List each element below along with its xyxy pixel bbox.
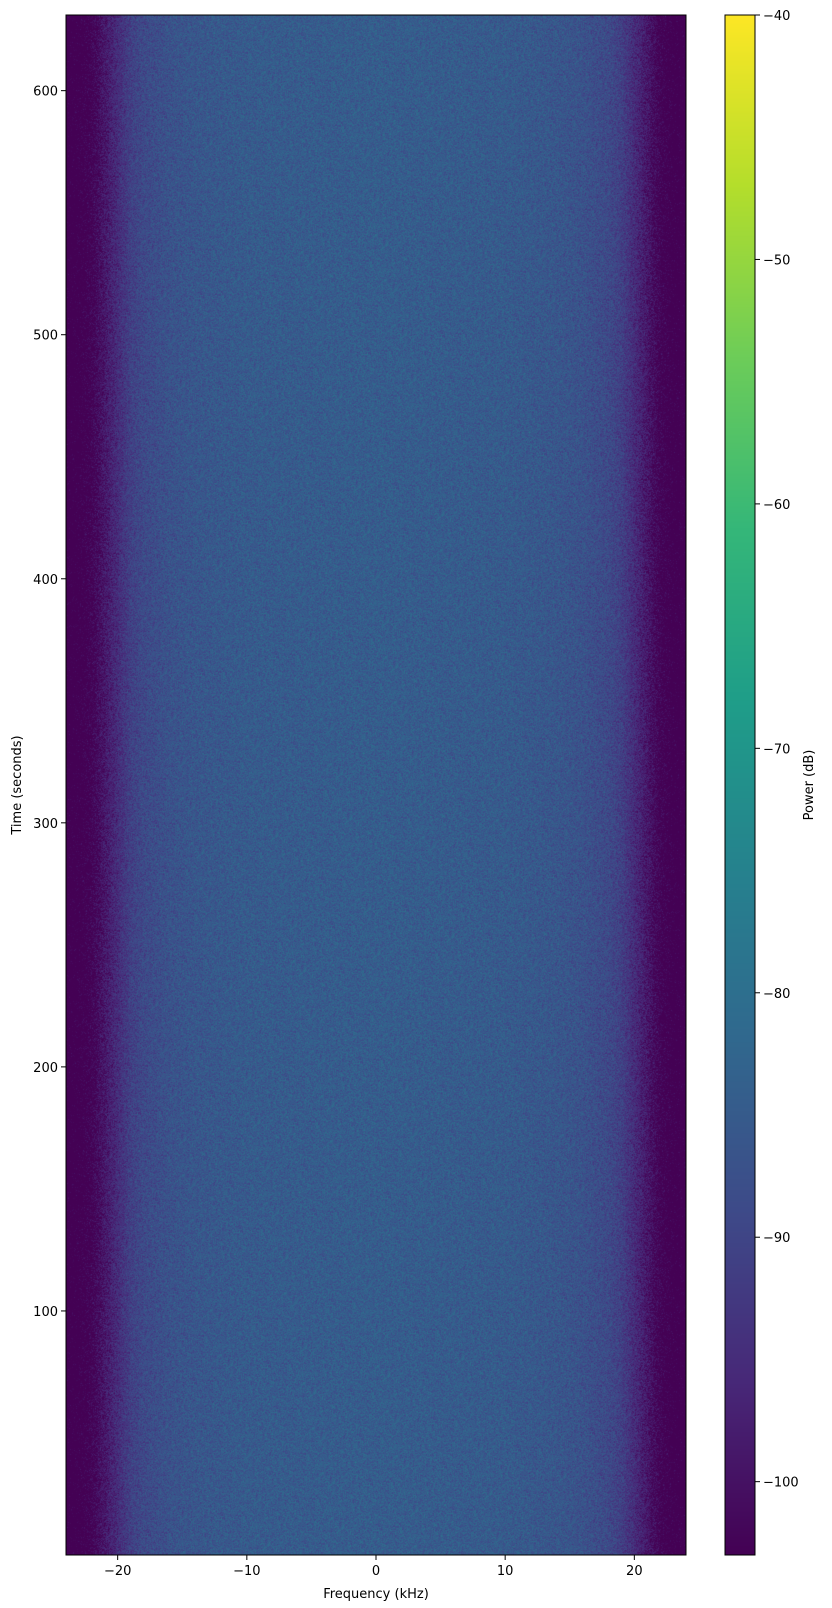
plot-frame [65, 14, 687, 1556]
colorbar-gradient [725, 15, 755, 1555]
x-tick-label: 20 [626, 1564, 643, 1579]
y-tick-label: 100 [33, 1305, 58, 1320]
colorbar-tick-label: −80 [763, 987, 790, 1002]
colorbar-tick-label: −100 [763, 1476, 799, 1491]
x-axis-label: Frequency (kHz) [323, 1587, 429, 1602]
colorbar-frame [724, 14, 756, 1556]
colorbar-tick-label: −90 [763, 1231, 790, 1246]
y-tick-label: 600 [33, 85, 58, 100]
y-axis-label: Time (seconds) [10, 735, 25, 835]
spectrogram-image [66, 15, 686, 1555]
x-tick-label: −20 [104, 1564, 131, 1579]
colorbar-tick-label: −70 [763, 742, 790, 757]
colorbar-label: Power (dB) [802, 750, 817, 821]
x-tick-label: 10 [497, 1564, 514, 1579]
colorbar-tick-label: −40 [763, 9, 790, 24]
y-tick-label: 500 [33, 329, 58, 344]
x-tick-label: 0 [372, 1564, 380, 1579]
y-tick-label: 300 [33, 817, 58, 832]
y-tick-label: 400 [33, 573, 58, 588]
colorbar-tick-label: −60 [763, 498, 790, 513]
x-tick-label: −10 [233, 1564, 260, 1579]
y-tick-label: 200 [33, 1061, 58, 1076]
colorbar-tick-label: −50 [763, 253, 790, 268]
